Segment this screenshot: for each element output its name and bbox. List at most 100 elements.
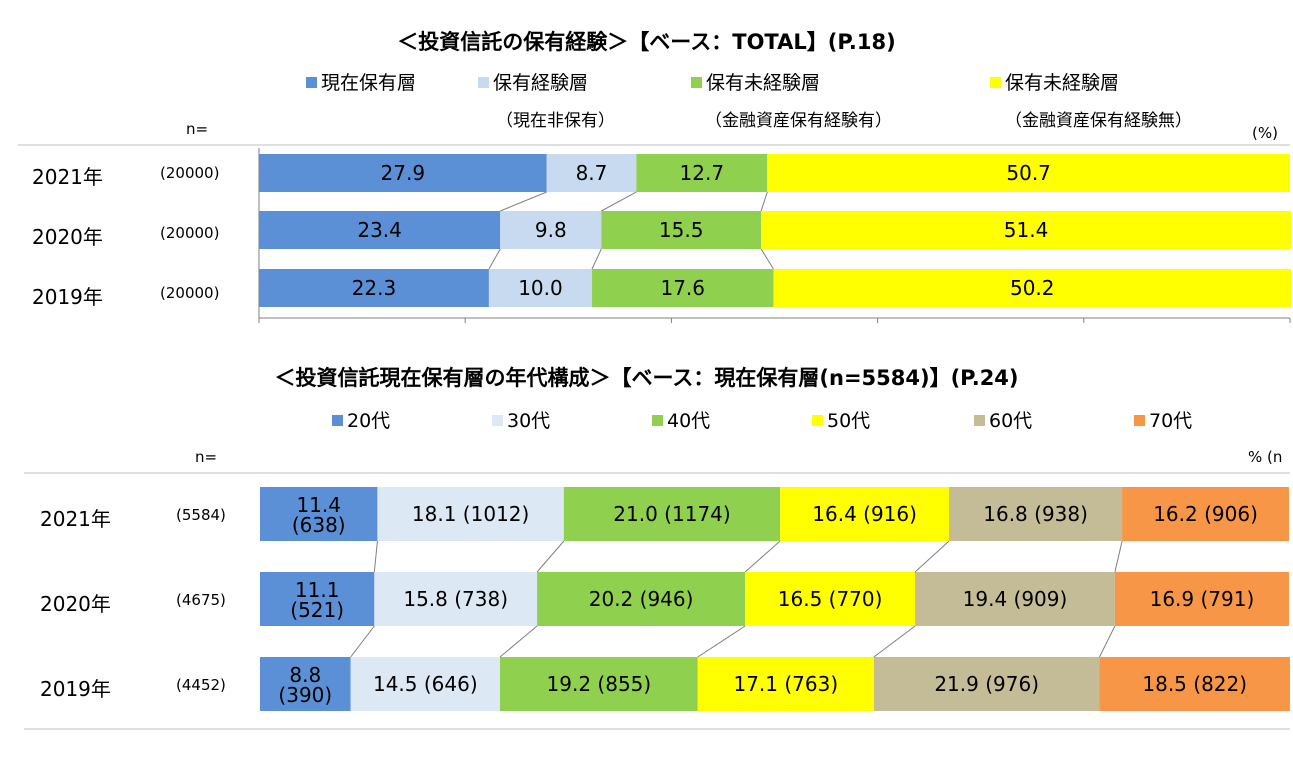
chart2-data-label: 16.8 (938)	[983, 502, 1088, 526]
chart2-bar-segment	[563, 487, 781, 541]
chart1-data-label: 23.4	[357, 218, 402, 242]
chart2-data-label: 16.9 (791)	[1150, 587, 1255, 611]
chart2-data-label: 19.2 (855)	[547, 672, 652, 696]
chart1-data-label: 27.9	[381, 161, 426, 185]
chart2-bar-segment	[499, 657, 698, 711]
chart1-data-label: 50.2	[1010, 276, 1055, 300]
chart2-connector-line	[744, 540, 781, 573]
chart1-data-label: 15.5	[659, 218, 704, 242]
chart1-row-label: 2019年	[32, 285, 103, 309]
chart1-legend-item-2: 保有経験層	[478, 68, 588, 95]
legend-swatch	[974, 415, 985, 426]
chart2-legend-item-5: 60代	[974, 406, 1032, 433]
chart1-title: ＜投資信託の保有経験＞【ベース：TOTAL】(P.18)	[397, 30, 896, 54]
chart2-bar-segment	[377, 487, 564, 541]
chart1-data-label: 10.0	[518, 276, 563, 300]
legend-label: 60代	[989, 410, 1033, 432]
chart1-data-label: 12.7	[680, 161, 725, 185]
chart1-connector-line	[488, 248, 501, 270]
chart1-data-label: 9.8	[535, 218, 567, 242]
chart1-n-label: n=	[186, 120, 209, 138]
chart2-connector-line	[536, 540, 565, 573]
chart1-connector-line	[760, 248, 774, 270]
chart2-bar-segment	[915, 572, 1115, 626]
chart1-data-label: 8.7	[576, 161, 608, 185]
chart2-data-count: (521)	[290, 598, 344, 622]
chart1-legend-item-3: 保有未経験層	[691, 68, 820, 95]
chart2-bar-segment	[1122, 487, 1289, 541]
chart1-legend-sub-4: （金融資産保有経験無）	[1005, 111, 1192, 131]
chart2-connector-line	[914, 540, 950, 573]
chart1-connector-line	[760, 191, 768, 212]
chart2-title: ＜投資信託現在保有層の年代構成＞【ベース：現在保有層(n=5584)】(P.24…	[274, 366, 1019, 390]
chart2-bar-segment	[260, 657, 351, 711]
chart2-data-label: 18.5 (822)	[1142, 672, 1247, 696]
chart2-data-label: 21.9 (976)	[934, 672, 1039, 696]
chart2-legend-item-2: 30代	[492, 406, 550, 433]
chart2-connector-line	[350, 625, 375, 658]
chart2-data-label: 14.5 (646)	[373, 672, 478, 696]
chart2-bar-segment	[537, 572, 746, 626]
legend-swatch	[990, 77, 1001, 88]
chart1-data-label: 22.3	[352, 276, 397, 300]
legend-swatch	[1134, 415, 1145, 426]
chart2-bar-segment	[374, 572, 538, 626]
chart2-data-label: 18.1 (1012)	[412, 502, 529, 526]
chart1-unit-label: (%)	[1252, 124, 1278, 142]
chart1-legend-item-4: 保有未経験層	[990, 68, 1119, 95]
legend-label: 保有経験層	[493, 72, 589, 94]
chart1-bar-segment	[488, 269, 593, 307]
chart1-data-label: 51.4	[1004, 218, 1049, 242]
chart2-data-count: (390)	[278, 683, 332, 707]
chart2-bar-segment	[260, 487, 378, 541]
chart1-row-n: (20000)	[160, 284, 220, 302]
chart2-row-label: 2021年	[40, 507, 111, 531]
chart2-data-label: 16.2 (906)	[1153, 502, 1258, 526]
chart2-bar-segment	[1099, 657, 1290, 711]
chart1-bar-segment	[259, 154, 547, 192]
chart2-legend-item-4: 50代	[812, 406, 870, 433]
legend-swatch	[306, 77, 317, 88]
legend-label: 70代	[1149, 410, 1193, 432]
chart2-bar-segment	[1114, 572, 1289, 626]
legend-swatch	[478, 77, 489, 88]
chart2-n-label: n=	[195, 448, 218, 466]
chart2-connector-line	[499, 625, 538, 658]
chart1-bar-segment	[546, 154, 637, 192]
chart2-connector-line	[373, 540, 378, 573]
chart2-connector-line	[873, 625, 916, 658]
chart2-row-n: (4452)	[176, 676, 226, 694]
chart1-row-label: 2020年	[32, 225, 103, 249]
chart2-bar-segment	[350, 657, 500, 711]
chart2-data-label: 17.1 (763)	[733, 672, 838, 696]
chart1-bar-segment	[767, 154, 1290, 192]
chart1-legend-item-1: 現在保有層	[306, 68, 416, 95]
legend-label: 20代	[347, 410, 391, 432]
chart2-connector-line	[1099, 625, 1116, 658]
chart1-bar-segment	[259, 211, 501, 249]
chart2-data-label: 21.0 (1174)	[613, 502, 730, 526]
chart2-row-label: 2019年	[40, 677, 111, 701]
legend-swatch	[492, 415, 503, 426]
chart1-legend-sub-3: （金融資産保有経験有）	[705, 111, 892, 131]
chart2-data-label: 8.8	[289, 663, 321, 687]
chart2-data-label: 16.4 (916)	[812, 502, 917, 526]
chart1-row-label: 2021年	[32, 165, 103, 189]
chart2-connector-line	[1114, 540, 1123, 573]
chart2-bar-segment	[780, 487, 950, 541]
chart1-connector-line	[500, 191, 547, 212]
chart1-bar-segment	[601, 211, 762, 249]
chart2-row-n: (4675)	[176, 591, 226, 609]
legend-label: 保有未経験層	[706, 72, 821, 94]
chart1-connector-line	[591, 248, 602, 270]
chart2-data-label: 20.2 (946)	[589, 587, 694, 611]
chart1-bar-segment	[761, 211, 1292, 249]
chart2-bar-segment	[949, 487, 1123, 541]
chart1-bar-segment	[592, 269, 774, 307]
chart2-connector-line	[697, 625, 746, 658]
chart2-row-label: 2020年	[40, 592, 111, 616]
legend-label: 現在保有層	[321, 72, 417, 94]
chart2-data-label: 11.1	[295, 578, 340, 602]
chart2-data-count: (638)	[292, 513, 346, 537]
legend-label: 30代	[507, 410, 551, 432]
